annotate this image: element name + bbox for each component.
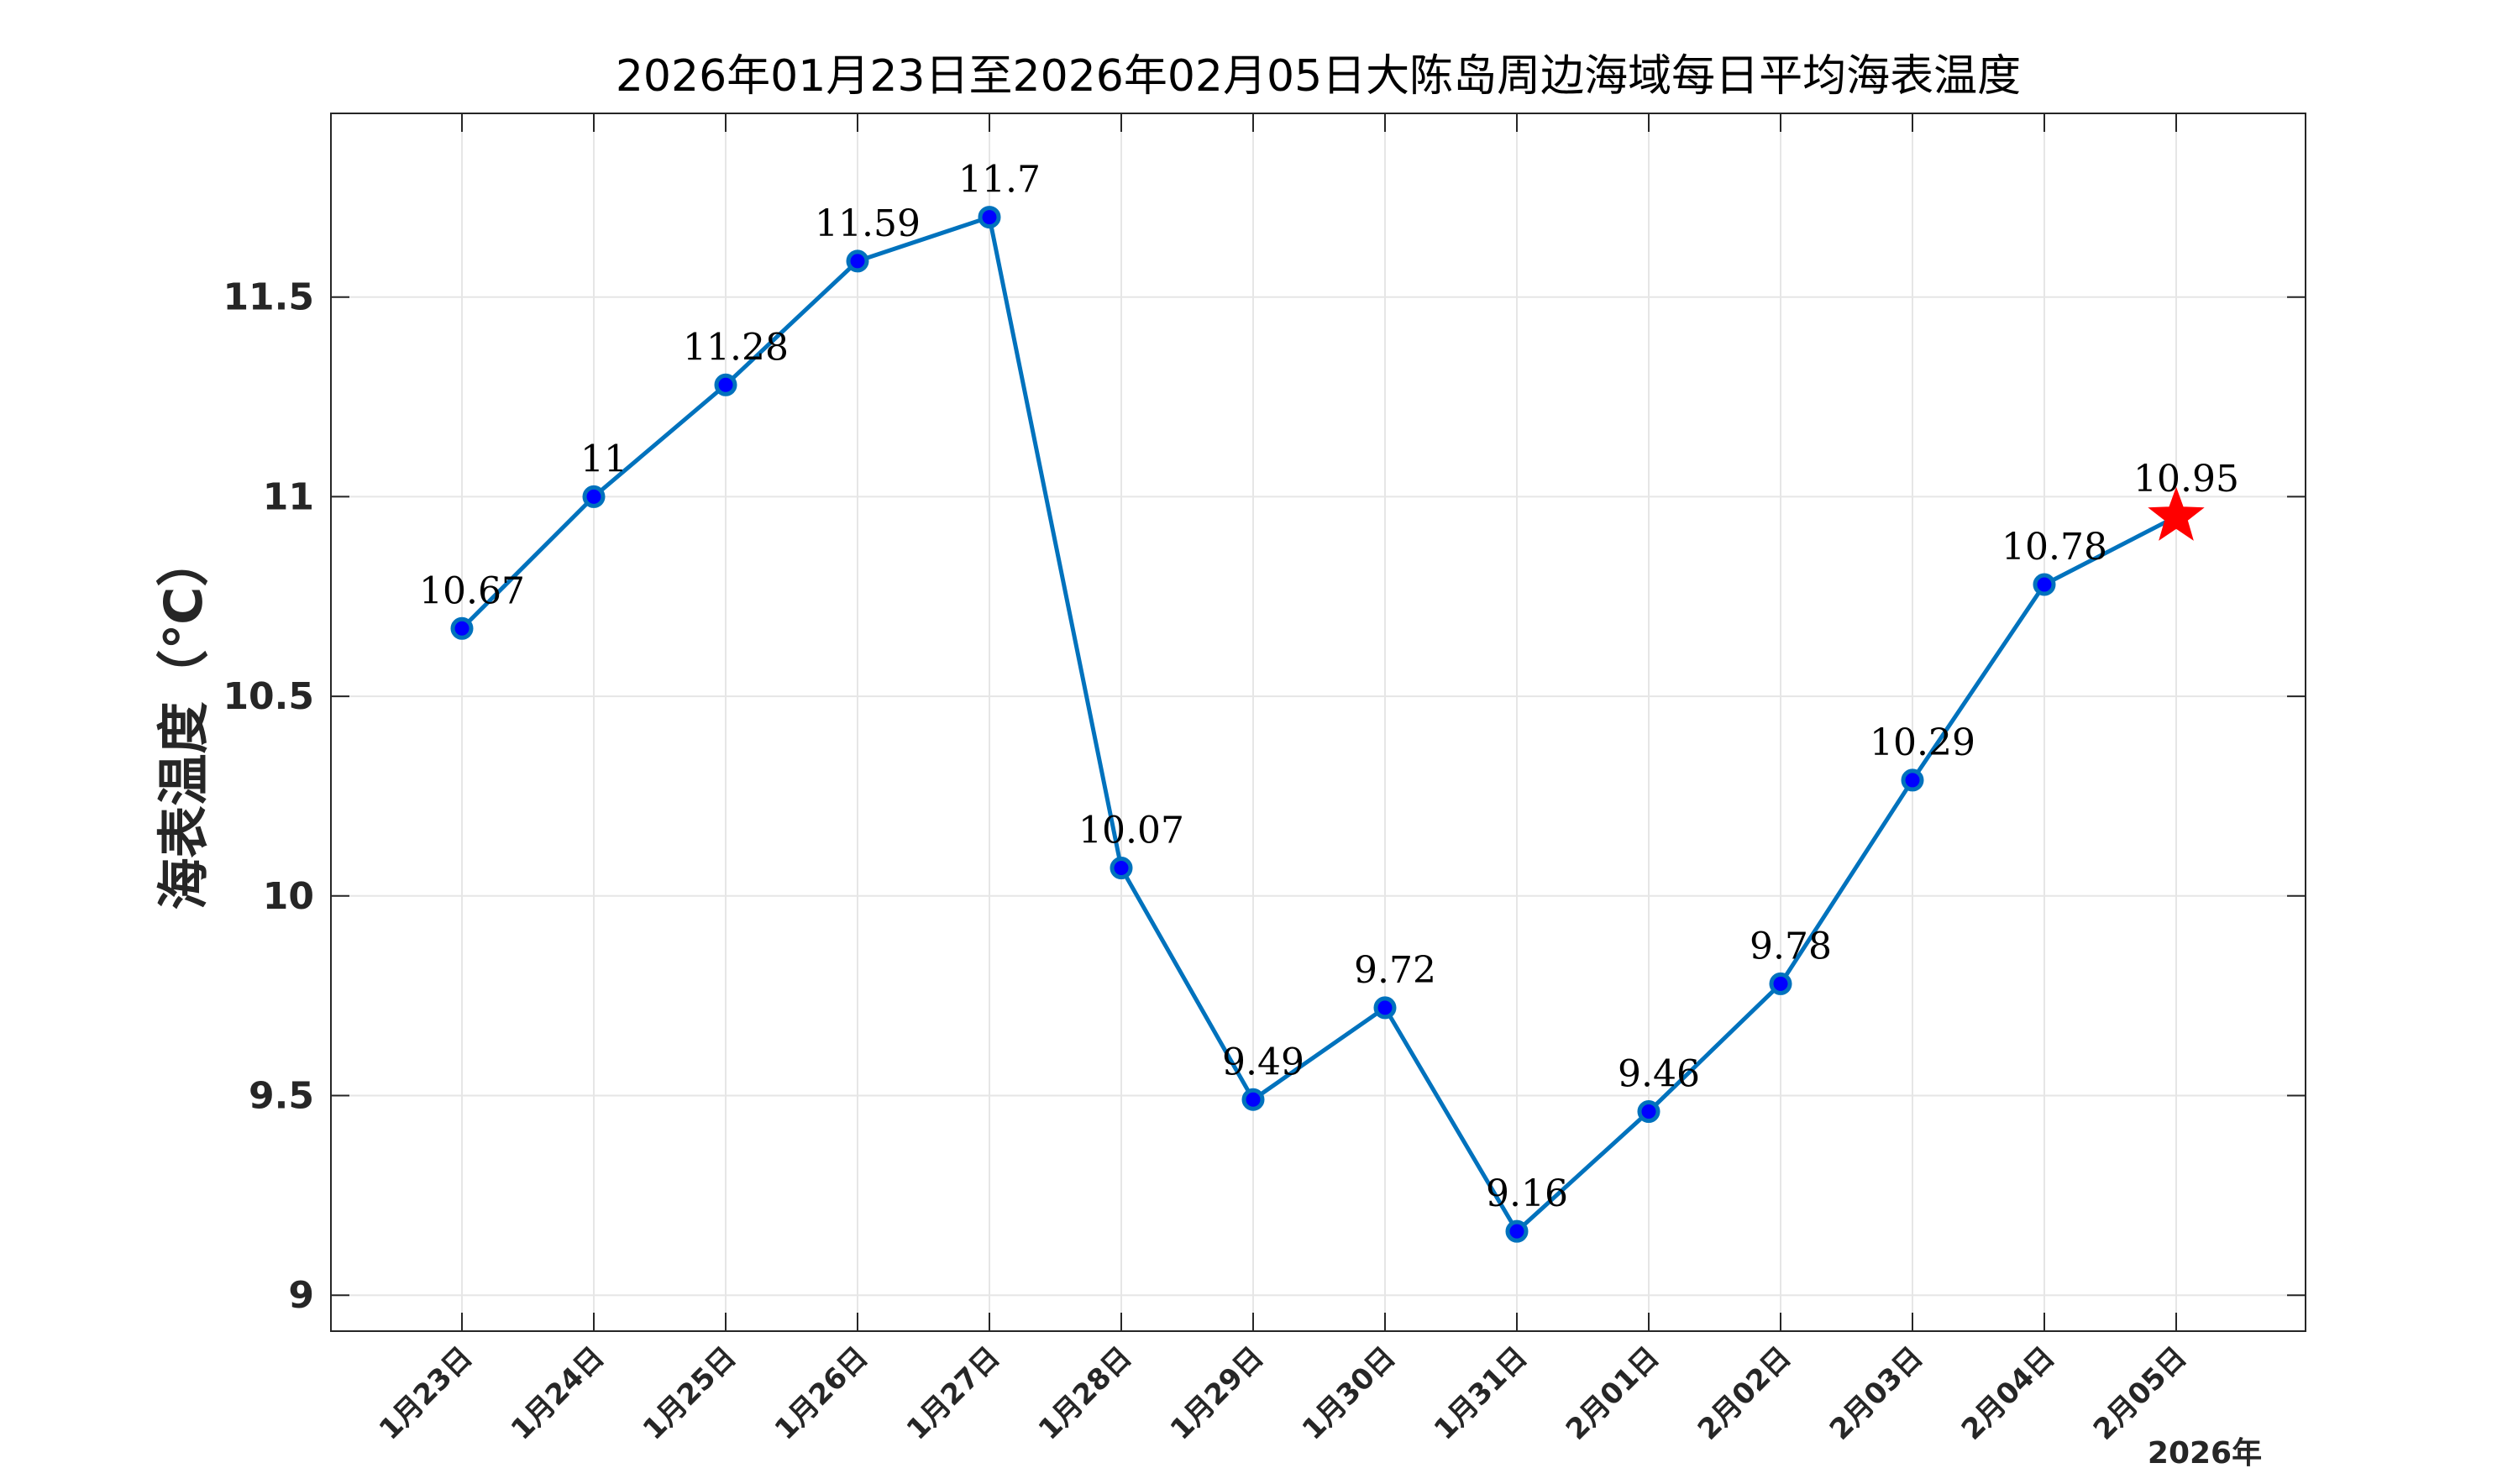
last-point-star-marker (2148, 486, 2205, 541)
y-tick-label: 9.5 (249, 1075, 314, 1118)
year-label: 2026年 (2148, 1436, 2262, 1471)
data-value-label: 10.95 (2133, 458, 2239, 501)
data-value-label: 11.59 (815, 202, 921, 245)
data-point-marker (1241, 1088, 1265, 1111)
data-point-marker (582, 485, 606, 508)
y-tick-label: 11.5 (223, 276, 314, 319)
y-axis-label: 海表温度（℃） (153, 534, 214, 910)
y-tick-label: 11 (263, 475, 314, 518)
series-line (460, 215, 2178, 1234)
data-point-marker (714, 373, 737, 396)
data-value-label: 11 (580, 438, 627, 480)
data-point-marker (1637, 1100, 1660, 1124)
data-value-label: 10.07 (1078, 810, 1184, 852)
data-value-label: 10.78 (2001, 526, 2107, 569)
data-value-label: 9.16 (1486, 1172, 1568, 1215)
y-tick-label: 10.5 (223, 675, 314, 718)
data-point-marker (1505, 1219, 1529, 1243)
data-labels: 10.67 11 11.28 11.59 11.7 10.07 9.49 9.72 9.16 9.… (419, 159, 2239, 1216)
data-value-label: 11.28 (683, 326, 789, 369)
data-point-marker (978, 206, 1001, 229)
y-axis-tick-labels: 9 9.5 10 10.5 11 11.5 (223, 276, 314, 1318)
data-value-label: 9.49 (1222, 1041, 1304, 1083)
data-point-marker (1110, 857, 1133, 880)
data-point-marker (1769, 972, 1792, 995)
data-point-marker (1373, 996, 1397, 1020)
data-value-label: 9.72 (1354, 949, 1436, 992)
data-point-marker (2033, 573, 2056, 596)
data-value-label: 10.29 (1870, 721, 1975, 764)
tick-marks (331, 113, 2306, 1331)
data-point-marker (846, 249, 869, 273)
chart-title: 2026年01月23日至2026年02月05日大陈岛周边海域每日平均海表温度 (616, 51, 2021, 102)
data-value-label: 9.78 (1750, 925, 1832, 967)
grid-lines (331, 113, 2306, 1331)
data-value-label: 10.67 (419, 569, 525, 612)
temperature-series (450, 206, 2205, 1243)
data-point-marker (1901, 768, 1924, 792)
plot-area-frame (330, 113, 2306, 1332)
y-tick-label: 9 (288, 1274, 314, 1317)
y-tick-label: 10 (263, 875, 314, 918)
data-value-label: 9.46 (1618, 1053, 1700, 1096)
data-value-label: 11.7 (958, 159, 1041, 202)
data-point-marker (450, 616, 474, 640)
